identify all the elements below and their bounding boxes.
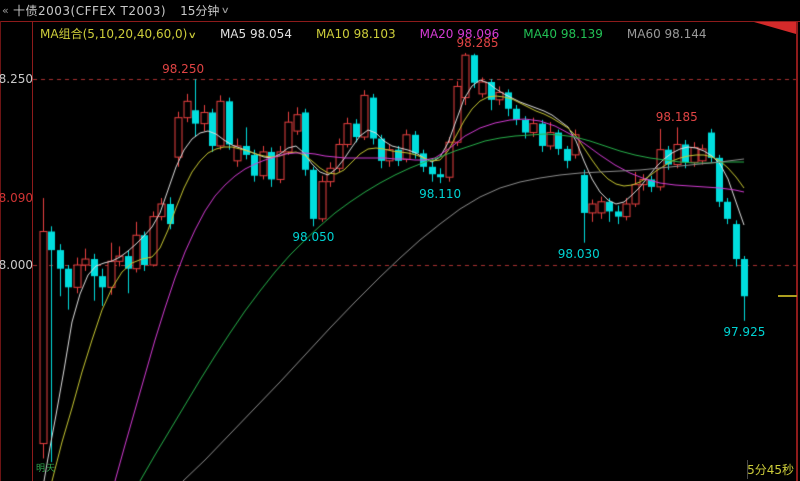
last-price-marker [778, 295, 797, 297]
chevron-down-icon: ∨ [188, 31, 198, 41]
ma-group-selector[interactable]: MA组合(5,10,20,40,60,0)∨ [40, 27, 198, 41]
chart-border-right [796, 21, 798, 481]
ma-readout-row: MA组合(5,10,20,40,60,0)∨ MA5 98.054 MA10 9… [40, 25, 707, 42]
countdown-divider [747, 460, 748, 479]
ma5-readout: MA5 98.054 [219, 26, 292, 41]
data-end-flag-icon [754, 22, 796, 34]
corner-marker-text: 明天 [36, 464, 57, 474]
ma60-readout: MA60 98.144 [626, 26, 707, 41]
bar-countdown-timer: 5分45秒 [747, 463, 794, 477]
chart-border-left [32, 21, 33, 481]
screen-edge-line [0, 21, 1, 481]
chart-border-top [0, 21, 800, 22]
ma40-readout: MA40 98.139 [523, 26, 603, 41]
ma10-readout: MA10 98.103 [315, 26, 396, 41]
ma20-readout: MA20 98.096 [419, 26, 500, 41]
